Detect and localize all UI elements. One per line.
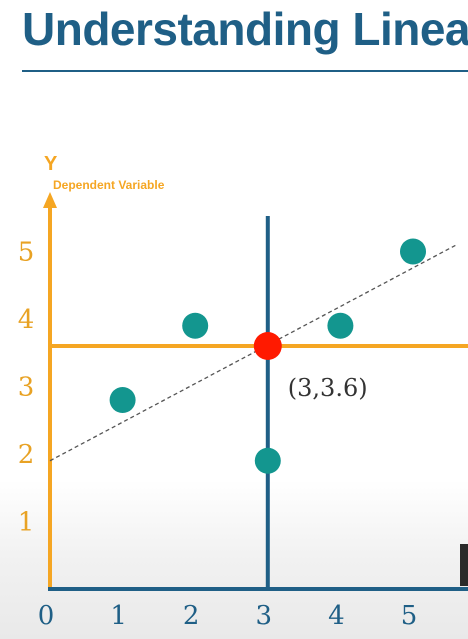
data-point — [400, 238, 426, 265]
mean-point-label: (3,3.6) — [288, 374, 368, 402]
data-point — [327, 312, 354, 339]
y-axis-arrow — [43, 192, 57, 208]
y-axis-letter: Y — [44, 153, 58, 175]
title-divider — [22, 70, 468, 72]
data-point — [109, 387, 136, 413]
x-tick-label: 1 — [110, 601, 127, 631]
x-tick-label: 3 — [256, 601, 273, 631]
y-tick-label: 3 — [18, 373, 35, 403]
edge-overlay-tab — [460, 544, 468, 586]
data-point — [254, 447, 281, 474]
y-axis-label: Dependent Variable — [53, 178, 165, 192]
y-tick-label: 4 — [18, 305, 35, 335]
page-title: Understanding Linea — [22, 3, 468, 55]
regression-line — [49, 244, 457, 462]
x-tick-label: 0 — [38, 601, 55, 631]
mean-point — [253, 332, 282, 360]
y-tick-label: 2 — [18, 440, 35, 470]
data-point — [182, 312, 209, 339]
y-tick-label: 1 — [18, 508, 35, 538]
x-tick-label: 2 — [183, 601, 200, 631]
x-tick-label: 4 — [328, 601, 345, 631]
y-tick-label: 5 — [18, 238, 35, 268]
x-tick-label: 5 — [401, 601, 418, 631]
